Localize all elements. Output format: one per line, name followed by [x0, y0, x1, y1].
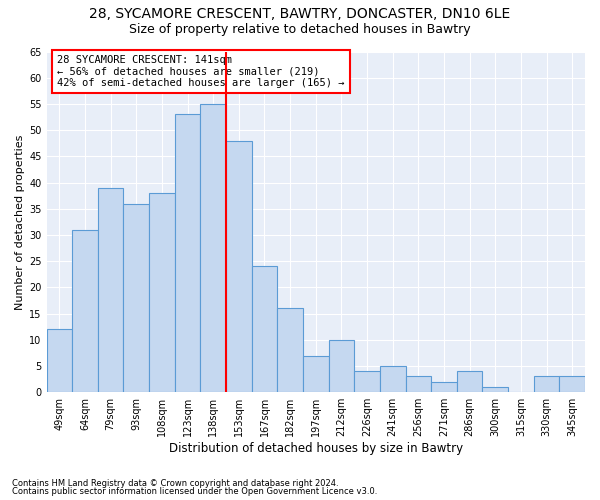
Text: Size of property relative to detached houses in Bawtry: Size of property relative to detached ho… — [129, 22, 471, 36]
Bar — [226, 140, 251, 392]
Bar — [354, 371, 380, 392]
Bar — [329, 340, 354, 392]
Y-axis label: Number of detached properties: Number of detached properties — [15, 134, 25, 310]
Bar — [534, 376, 559, 392]
Bar — [72, 230, 98, 392]
Bar — [47, 330, 72, 392]
Text: 28, SYCAMORE CRESCENT, BAWTRY, DONCASTER, DN10 6LE: 28, SYCAMORE CRESCENT, BAWTRY, DONCASTER… — [89, 8, 511, 22]
Bar — [406, 376, 431, 392]
X-axis label: Distribution of detached houses by size in Bawtry: Distribution of detached houses by size … — [169, 442, 463, 455]
Text: Contains HM Land Registry data © Crown copyright and database right 2024.: Contains HM Land Registry data © Crown c… — [12, 478, 338, 488]
Bar — [457, 371, 482, 392]
Bar — [124, 204, 149, 392]
Bar — [277, 308, 303, 392]
Text: Contains public sector information licensed under the Open Government Licence v3: Contains public sector information licen… — [12, 487, 377, 496]
Bar — [98, 188, 124, 392]
Bar — [303, 356, 329, 392]
Bar — [559, 376, 585, 392]
Bar — [149, 193, 175, 392]
Bar — [482, 387, 508, 392]
Bar — [200, 104, 226, 392]
Bar — [431, 382, 457, 392]
Bar — [380, 366, 406, 392]
Bar — [251, 266, 277, 392]
Bar — [175, 114, 200, 392]
Text: 28 SYCAMORE CRESCENT: 141sqm
← 56% of detached houses are smaller (219)
42% of s: 28 SYCAMORE CRESCENT: 141sqm ← 56% of de… — [57, 55, 345, 88]
